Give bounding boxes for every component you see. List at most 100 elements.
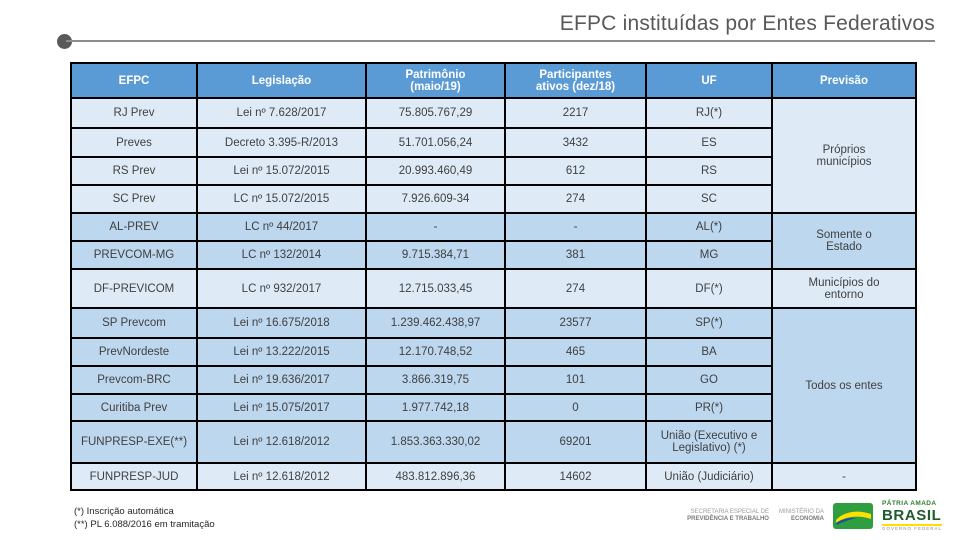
cell-participantes: 2217 (504, 97, 647, 129)
brand-name: BRASIL (881, 506, 942, 524)
cell-participantes: 0 (504, 393, 647, 422)
cell-legislacao: Lei nº 7.628/2017 (196, 97, 367, 129)
cell-patrimonio: 1.853.363.330,02 (365, 420, 506, 464)
header-cell-patrimonio: Patrimônio (maio/19) (365, 62, 506, 99)
cell-uf: DF(*) (645, 268, 773, 309)
secretaria-label: SECRETARIA ESPECIAL DE PREVIDÊNCIA E TRA… (687, 508, 769, 523)
cell-uf: GO (645, 365, 773, 395)
cell-efpc: FUNPRESP-EXE(**) (70, 420, 198, 464)
cell-efpc: Preves (70, 127, 198, 158)
cell-efpc: PrevNordeste (70, 337, 198, 367)
cell-efpc: Curitiba Prev (70, 393, 198, 422)
brand-subtitle: GOVERNO FEDERAL (881, 524, 942, 532)
cell-legislacao: Lei nº 19.636/2017 (196, 365, 367, 395)
cell-efpc: Prevcom-BRC (70, 365, 198, 395)
efpc-table: EFPC Legislação Patrimônio (maio/19) Par… (70, 62, 917, 491)
cell-participantes: 381 (504, 240, 647, 270)
cell-uf: SC (645, 184, 773, 214)
cell-previsao-group: - (771, 462, 917, 491)
table-row: Preves Decreto 3.395-R/2013 51.701.056,2… (70, 127, 916, 158)
cell-efpc: SC Prev (70, 184, 198, 214)
cell-legislacao: Lei nº 15.072/2015 (196, 156, 367, 186)
header-cell-previsao: Previsão (771, 62, 917, 99)
cell-patrimonio: 9.715.384,71 (365, 240, 506, 270)
cell-patrimonio: 7.926.609-34 (365, 184, 506, 214)
table-row: PrevNordeste Lei nº 13.222/2015 12.170.7… (70, 337, 916, 367)
bullet-dot-icon (57, 34, 72, 49)
table-row: FUNPRESP-JUD Lei nº 12.618/2012 483.812.… (70, 462, 917, 491)
header-cell-uf: UF (645, 62, 773, 99)
cell-legislacao: Lei nº 16.675/2018 (196, 307, 367, 339)
cell-legislacao: Decreto 3.395-R/2013 (196, 127, 367, 158)
table-row: DF-PREVICOM LC nº 932/2017 12.715.033,45… (70, 268, 917, 309)
cell-participantes: 69201 (504, 420, 647, 464)
cell-uf: PR(*) (645, 393, 773, 422)
cell-patrimonio: 3.866.319,75 (365, 365, 506, 395)
ministry-text: SECRETARIA ESPECIAL DE PREVIDÊNCIA E TRA… (687, 509, 824, 524)
cell-uf: BA (645, 337, 773, 367)
brazil-flag-icon (832, 503, 873, 530)
table-row: RJ Prev Lei nº 7.628/2017 75.805.767,29 … (70, 97, 917, 214)
cell-participantes: 612 (504, 156, 647, 186)
cell-uf: União (Judiciário) (645, 462, 773, 491)
header-cell-participantes: Participantes ativos (dez/18) (504, 62, 647, 99)
table-row: Curitiba Prev Lei nº 15.075/2017 1.977.7… (70, 393, 916, 422)
table-row: AL-PREV LC nº 44/2017 - - AL(*) Somente … (70, 212, 917, 270)
cell-efpc: PREVCOM-MG (70, 240, 198, 270)
cell-patrimonio: 12.715.033,45 (365, 268, 506, 309)
cell-legislacao: LC nº 132/2014 (196, 240, 367, 270)
cell-participantes: 101 (504, 365, 647, 395)
title-divider (66, 40, 935, 42)
cell-uf: RS (645, 156, 773, 186)
cell-legislacao: LC nº 932/2017 (196, 268, 367, 309)
cell-previsao-group: Municípios do entorno (771, 268, 917, 309)
cell-uf: SP(*) (645, 307, 773, 339)
cell-legislacao: Lei nº 12.618/2012 (196, 420, 367, 464)
cell-efpc: FUNPRESP-JUD (70, 462, 198, 491)
table-row: Prevcom-BRC Lei nº 19.636/2017 3.866.319… (70, 365, 916, 395)
header-cell-efpc: EFPC (70, 62, 198, 99)
table-row: PREVCOM-MG LC nº 132/2014 9.715.384,71 3… (70, 240, 916, 270)
cell-efpc: RS Prev (70, 156, 198, 186)
table-row: FUNPRESP-EXE(**) Lei nº 12.618/2012 1.85… (70, 420, 916, 464)
footnote-double-asterisk: (**) PL 6.088/2016 em tramitação (74, 519, 215, 531)
cell-patrimonio: - (365, 212, 506, 242)
cell-legislacao: Lei nº 13.222/2015 (196, 337, 367, 367)
brand-tagline: PÁTRIA AMADA (881, 499, 937, 507)
table-row: SP Prevcom Lei nº 16.675/2018 1.239.462.… (70, 307, 917, 464)
cell-patrimonio: 75.805.767,29 (365, 97, 506, 129)
cell-efpc: SP Prevcom (70, 307, 198, 339)
cell-participantes: 274 (504, 184, 647, 214)
ministerio-label: MINISTÉRIO DA ECONOMIA (778, 508, 824, 523)
cell-uf: MG (645, 240, 773, 270)
cell-legislacao: LC nº 15.072/2015 (196, 184, 367, 214)
cell-efpc: DF-PREVICOM (70, 268, 198, 309)
footnotes: (*) Inscrição automática (**) PL 6.088/2… (74, 505, 215, 532)
cell-efpc: AL-PREV (70, 212, 198, 242)
cell-patrimonio: 12.170.748,52 (365, 337, 506, 367)
cell-participantes: 274 (504, 268, 647, 309)
cell-participantes: 23577 (504, 307, 647, 339)
cell-legislacao: Lei nº 15.075/2017 (196, 393, 367, 422)
cell-uf: União (Executivo e Legislativo) (*) (645, 420, 773, 464)
cell-uf: RJ(*) (645, 97, 773, 129)
government-footer: SECRETARIA ESPECIAL DE PREVIDÊNCIA E TRA… (687, 499, 942, 532)
cell-patrimonio: 483.812.896,36 (365, 462, 506, 491)
brand-lockup: PÁTRIA AMADA BRASIL GOVERNO FEDERAL (881, 499, 942, 532)
cell-previsao-group: Próprios municípios (771, 97, 917, 214)
cell-efpc: RJ Prev (70, 97, 198, 129)
cell-legislacao: Lei nº 12.618/2012 (196, 462, 367, 491)
cell-patrimonio: 1.239.462.438,97 (365, 307, 506, 339)
table-row: SC Prev LC nº 15.072/2015 7.926.609-34 2… (70, 184, 916, 214)
header-cell-legislacao: Legislação (196, 62, 367, 99)
cell-previsao-group: Somente o Estado (771, 212, 917, 270)
cell-uf: ES (645, 127, 773, 158)
table-row: RS Prev Lei nº 15.072/2015 20.993.460,49… (70, 156, 916, 186)
table-header-row: EFPC Legislação Patrimônio (maio/19) Par… (70, 62, 917, 99)
cell-uf: AL(*) (645, 212, 773, 242)
cell-patrimonio: 1.977.742,18 (365, 393, 506, 422)
cell-participantes: 14602 (504, 462, 647, 491)
footnote-asterisk: (*) Inscrição automática (74, 506, 174, 517)
cell-patrimonio: 20.993.460,49 (365, 156, 506, 186)
